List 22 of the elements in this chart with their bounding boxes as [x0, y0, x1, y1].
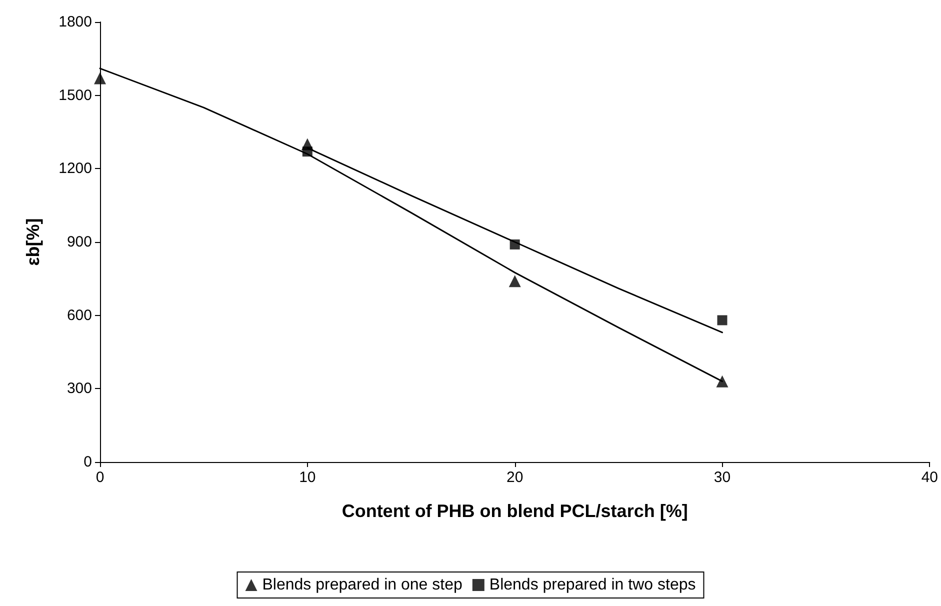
legend-label: Blends prepared in one step: [262, 576, 462, 594]
point: [94, 72, 106, 84]
point: [717, 315, 728, 326]
x-tick-label: 0: [96, 469, 104, 486]
y-tick-label: 0: [84, 454, 92, 470]
x-tick-label: 30: [714, 469, 731, 486]
x-axis-title: Content of PHB on blend PCL/starch [%]: [342, 501, 688, 521]
y-tick-label: 300: [66, 380, 92, 398]
legend-label: Blends prepared in two steps: [489, 576, 696, 594]
point: [508, 275, 521, 288]
point: [716, 375, 728, 388]
y-tick-label: 900: [66, 234, 92, 250]
y-axis-title: εb[%]: [23, 218, 43, 266]
x-tick-label: 20: [506, 469, 524, 486]
y-tick-label: 1200: [58, 160, 92, 178]
point: [510, 239, 520, 250]
point: [302, 146, 312, 157]
y-tick-label: 600: [66, 306, 92, 324]
y-tick-label: 1800: [58, 14, 92, 30]
x-tick-label: 10: [299, 469, 316, 486]
y-tick-label: 1500: [58, 86, 92, 104]
x-tick-label: 40: [921, 469, 938, 486]
